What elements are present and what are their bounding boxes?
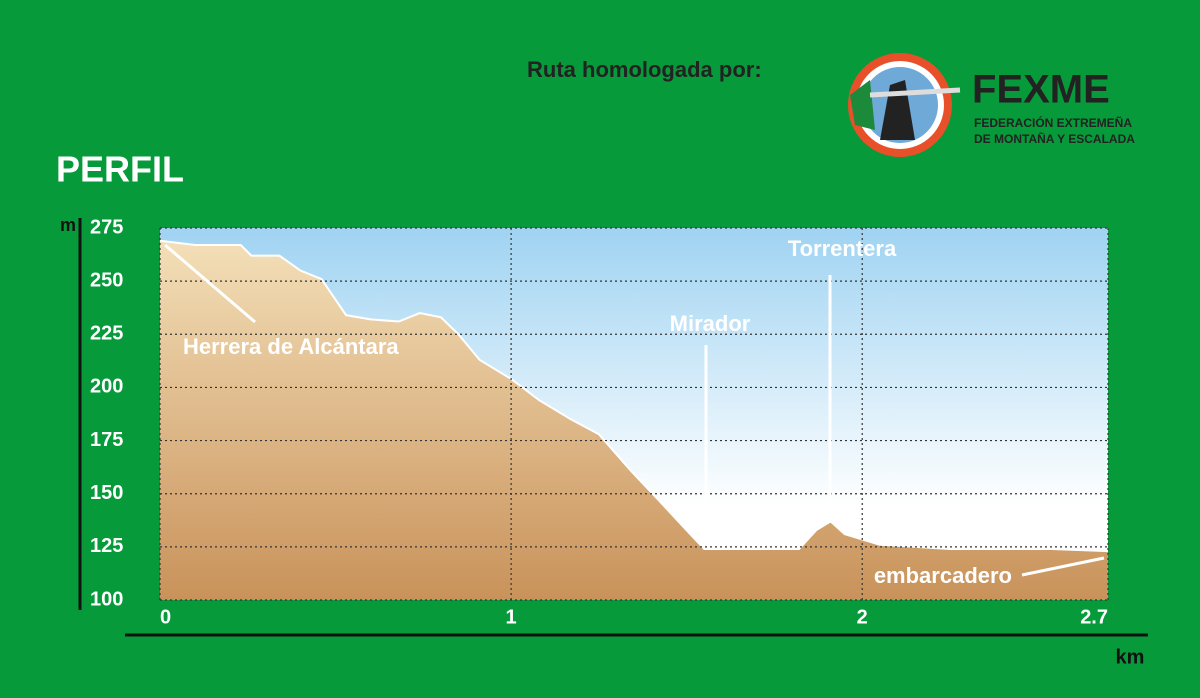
y-tick-label: 250 bbox=[90, 269, 123, 291]
x-axis-label: km bbox=[1116, 646, 1145, 668]
y-tick-label: 275 bbox=[90, 216, 123, 238]
annotation: Herrera de Alcántara bbox=[183, 334, 399, 359]
y-axis-label: m bbox=[60, 215, 76, 235]
x-tick-label: 0 bbox=[160, 606, 171, 628]
annotation-pointer bbox=[164, 243, 256, 324]
annotation: Torrentera bbox=[788, 236, 897, 261]
area bbox=[160, 240, 1108, 601]
annotation-pointer bbox=[1021, 556, 1105, 577]
y-tick-label: 175 bbox=[90, 429, 123, 451]
page-title: PERFIL bbox=[56, 149, 184, 190]
logo bbox=[848, 53, 961, 157]
annotation: Mirador bbox=[670, 311, 751, 336]
logo-line: DE MONTAÑA Y ESCALADA bbox=[974, 131, 1135, 146]
y-tick-label: 100 bbox=[90, 588, 123, 610]
x-tick-label: 1 bbox=[506, 606, 517, 628]
annotation: embarcadero bbox=[874, 563, 1012, 588]
logo-name: FEXME bbox=[972, 68, 1110, 112]
y-tick-label: 225 bbox=[90, 323, 123, 345]
y-tick-label: 125 bbox=[90, 535, 123, 557]
homologation-text: Ruta homologada por: bbox=[527, 57, 762, 82]
y-tick-label: 150 bbox=[90, 482, 123, 504]
x-tick-label: 2.7 bbox=[1080, 606, 1108, 628]
y-tick-label: 200 bbox=[90, 376, 123, 398]
profile-line bbox=[159, 239, 1109, 553]
x-tick-label: 2 bbox=[857, 606, 868, 628]
logo-line: FEDERACIÓN EXTREMEÑA bbox=[974, 115, 1132, 130]
